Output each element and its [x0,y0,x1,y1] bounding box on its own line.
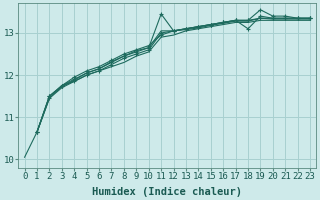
X-axis label: Humidex (Indice chaleur): Humidex (Indice chaleur) [92,186,242,197]
